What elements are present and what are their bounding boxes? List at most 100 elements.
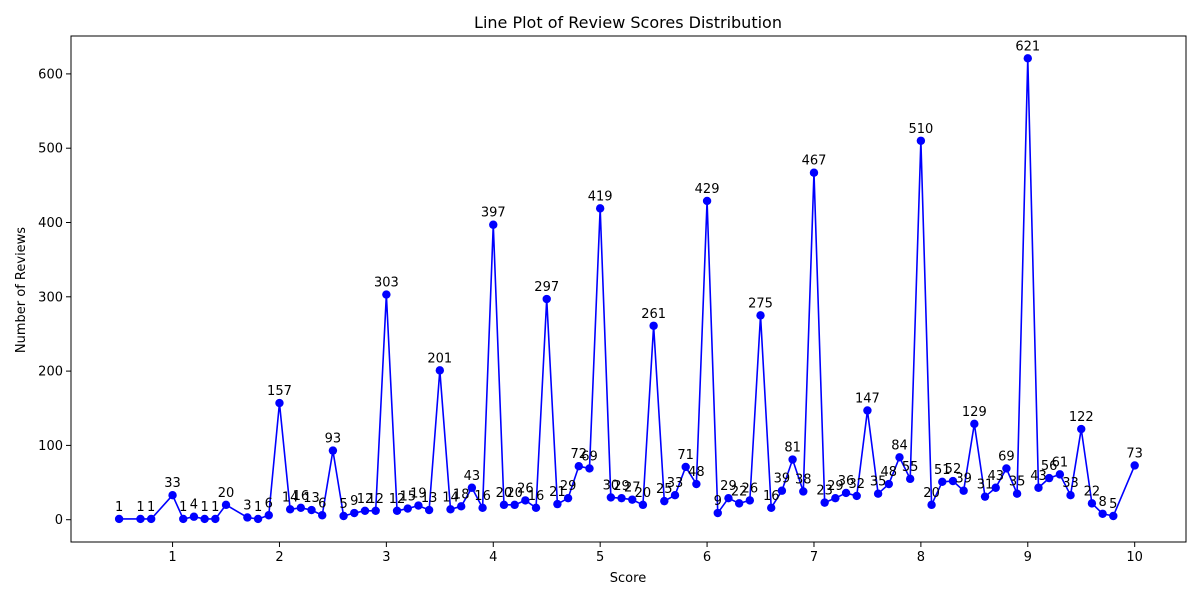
data-label: 20	[506, 486, 523, 501]
data-label: 36	[838, 474, 855, 489]
data-label: 72	[571, 447, 588, 462]
data-point	[211, 514, 220, 524]
data-label: 12	[367, 492, 384, 507]
x-tick-label: 5	[596, 550, 604, 565]
data-point	[809, 168, 819, 177]
data-label: 51	[934, 463, 951, 478]
data-point	[456, 502, 466, 511]
data-point	[670, 490, 680, 500]
data-label: 12	[357, 492, 374, 507]
data-point	[1012, 489, 1022, 498]
data-label: 38	[795, 472, 812, 487]
data-point	[339, 511, 348, 521]
data-point	[692, 479, 701, 489]
data-label: 261	[641, 307, 666, 322]
data-label: 29	[560, 479, 577, 494]
data-point	[841, 488, 851, 498]
data-label: 20	[218, 486, 235, 501]
data-point	[360, 506, 370, 515]
data-point	[734, 499, 744, 508]
data-label: 12	[389, 492, 406, 507]
data-point	[307, 505, 316, 515]
data-point	[574, 462, 583, 471]
data-label: 14	[282, 490, 299, 505]
data-label: 15	[399, 490, 416, 505]
data-point	[617, 493, 626, 503]
data-point	[873, 489, 883, 498]
data-point	[424, 505, 434, 515]
data-point	[1055, 470, 1065, 479]
data-label: 29	[720, 479, 737, 494]
data-point	[221, 500, 231, 510]
data-label: 397	[481, 206, 506, 221]
data-label: 26	[742, 481, 759, 496]
data-point	[521, 496, 530, 505]
data-label: 48	[688, 465, 705, 480]
data-label: 20	[635, 486, 652, 501]
data-label: 6	[318, 496, 326, 511]
data-label: 16	[293, 489, 310, 504]
data-label: 429	[695, 182, 720, 197]
data-label: 419	[588, 189, 613, 204]
data-point	[980, 492, 990, 501]
data-point	[563, 493, 573, 503]
data-point	[649, 321, 658, 330]
data-label: 84	[891, 438, 908, 453]
x-tick-label: 6	[703, 550, 711, 565]
y-tick-label: 100	[38, 439, 63, 454]
data-label: 6	[265, 496, 273, 511]
data-point	[991, 483, 1000, 492]
data-label: 13	[303, 491, 320, 506]
data-point	[713, 508, 722, 518]
data-point	[820, 498, 829, 507]
data-label: 4	[190, 498, 198, 513]
data-point	[382, 290, 391, 299]
x-tick-label: 2	[275, 550, 283, 565]
data-label: 303	[374, 276, 399, 291]
data-point	[253, 514, 263, 524]
data-point	[1077, 424, 1086, 434]
x-tick-label: 8	[917, 550, 925, 565]
data-label: 1	[136, 500, 144, 515]
data-point	[959, 486, 968, 495]
data-point	[499, 500, 509, 510]
data-label: 30	[603, 478, 620, 493]
data-point	[916, 136, 926, 145]
data-point	[970, 419, 979, 429]
data-point	[403, 504, 412, 513]
data-label: 81	[784, 441, 801, 456]
x-tick-label: 7	[810, 550, 818, 565]
data-label: 35	[1009, 475, 1026, 490]
data-label: 56	[1041, 459, 1058, 474]
x-tick-label: 9	[1024, 550, 1032, 565]
data-label: 61	[1052, 455, 1069, 470]
data-label: 297	[534, 280, 559, 295]
data-point	[414, 501, 423, 510]
data-label: 22	[731, 484, 748, 499]
x-tick-label: 1	[168, 550, 176, 565]
data-label: 9	[714, 494, 722, 509]
data-label: 19	[410, 487, 427, 502]
x-tick-label: 10	[1126, 550, 1143, 565]
data-point	[296, 503, 306, 513]
data-point	[788, 455, 797, 464]
data-label: 20	[923, 486, 940, 501]
data-point	[435, 366, 445, 375]
data-label: 39	[774, 472, 791, 487]
data-point	[1087, 499, 1097, 508]
data-point	[724, 493, 733, 503]
y-tick-label: 0	[55, 513, 63, 528]
data-point	[1034, 483, 1043, 492]
data-label: 35	[870, 475, 887, 490]
data-point	[895, 453, 904, 462]
data-label: 33	[667, 476, 684, 491]
data-label: 52	[945, 462, 962, 477]
data-point	[681, 462, 690, 472]
data-label: 55	[902, 460, 919, 475]
data-label: 22	[1084, 484, 1101, 499]
data-point	[200, 514, 209, 524]
data-point	[767, 503, 776, 513]
data-label: 43	[464, 469, 481, 484]
x-axis-label: Score	[610, 571, 646, 586]
